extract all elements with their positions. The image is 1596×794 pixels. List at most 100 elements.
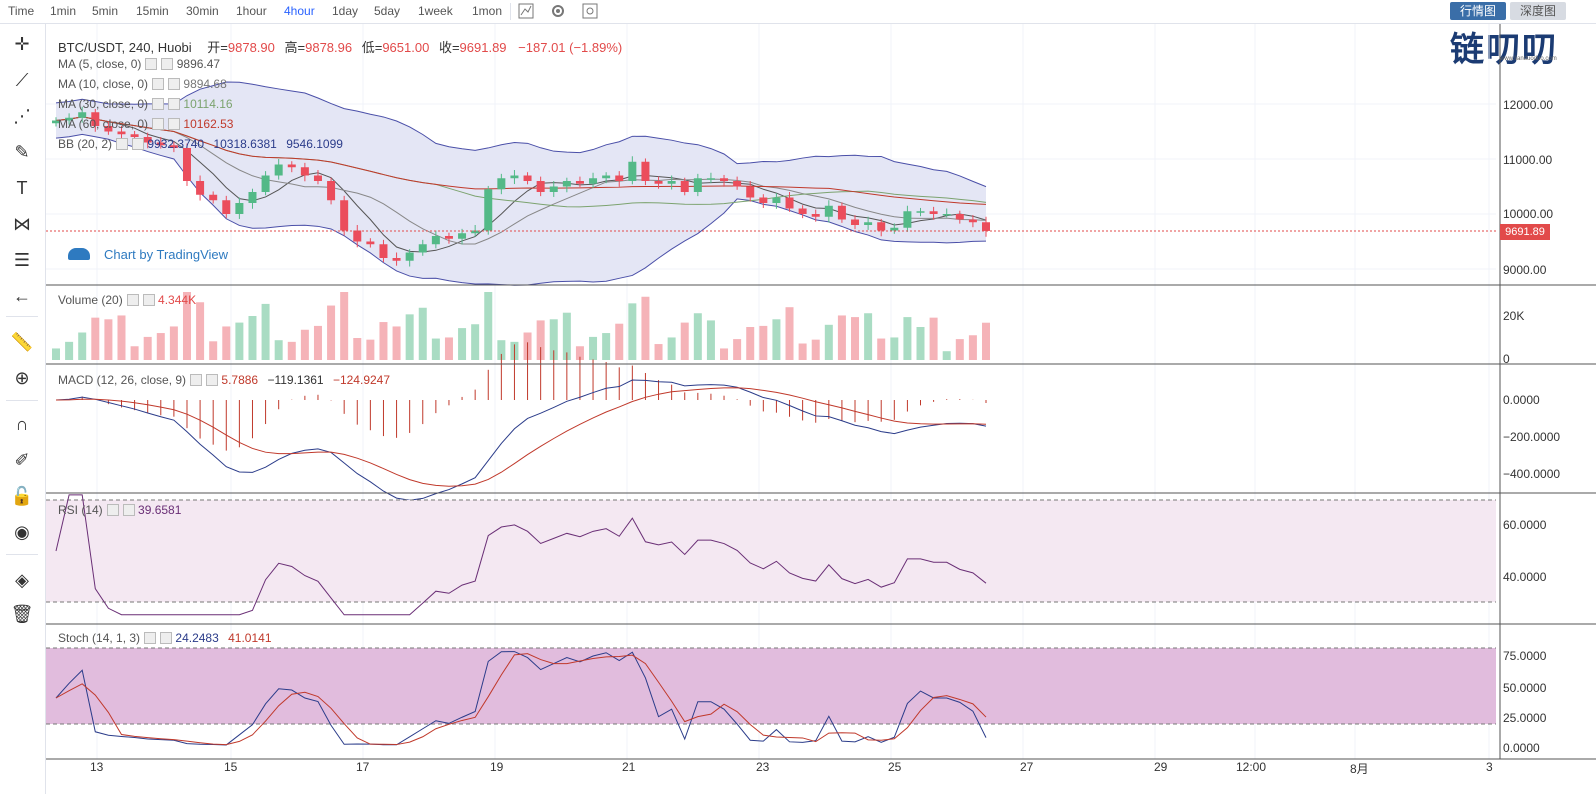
volume-bar <box>484 292 493 360</box>
trash-icon[interactable]: 🗑 <box>10 604 34 624</box>
timeframe-1mon[interactable]: 1mon <box>472 4 503 18</box>
chart-canvas[interactable] <box>46 24 1596 794</box>
change-value: −187.01 (−1.89%) <box>518 40 623 55</box>
timeframe-4hour[interactable]: 4hour <box>284 4 315 18</box>
depth-chart-button[interactable]: 深度图 <box>1510 2 1566 20</box>
ma5-legend: MA (5, close, 0) 9896.47 <box>58 57 220 71</box>
remove-indicator[interactable] <box>168 98 181 110</box>
macd-label[interactable]: MACD (12, 26, close, 9) <box>58 373 187 387</box>
visibility-toggle[interactable] <box>152 98 165 110</box>
volume-bar <box>209 341 218 360</box>
stoch-band <box>46 648 1496 724</box>
measure-levels-icon[interactable]: ☰ <box>13 250 31 270</box>
remove-indicator[interactable] <box>168 118 181 130</box>
remove-indicator[interactable] <box>122 504 135 516</box>
unlock-icon[interactable]: 🔓 <box>10 486 34 506</box>
low-label: 低= <box>361 40 383 55</box>
timeframe-1hour[interactable]: 1hour <box>236 4 267 18</box>
candle-body <box>968 219 977 223</box>
volume-bar <box>235 322 244 360</box>
candle-body <box>916 211 925 213</box>
remove-indicator[interactable] <box>206 374 219 386</box>
stoch-axis-label: 0.0000 <box>1503 741 1540 755</box>
candlesticks <box>46 106 1496 267</box>
remove-indicator[interactable] <box>168 78 181 90</box>
remove-indicator[interactable] <box>142 294 155 306</box>
ma60-label[interactable]: MA (60, close, 0) <box>58 117 149 131</box>
ma10-label[interactable]: MA (10, close, 0) <box>58 77 149 91</box>
volume-bar <box>418 307 427 360</box>
timeframe-5day[interactable]: 5day <box>374 4 401 18</box>
layers-icon[interactable]: ◈ <box>15 570 29 590</box>
candle-body <box>182 148 191 181</box>
visibility-toggle[interactable] <box>190 374 203 386</box>
volume-bar <box>392 326 401 360</box>
text-tool-icon[interactable]: T <box>16 178 28 198</box>
visibility-toggle[interactable] <box>144 632 157 644</box>
trendline-icon[interactable]: ⟋ <box>15 70 29 90</box>
open-value: 9878.90 <box>227 40 275 55</box>
visibility-toggle[interactable] <box>126 294 139 306</box>
ma-line <box>55 116 987 245</box>
remove-indicator[interactable] <box>161 58 174 70</box>
crosshair-icon[interactable]: ✛ <box>14 34 30 54</box>
ma30-label[interactable]: MA (30, close, 0) <box>58 97 149 111</box>
fib-tool-icon[interactable]: ⋰ <box>13 106 31 126</box>
bb-legend: BB (20, 2) 9932.3740 10318.6381 9546.109… <box>58 137 343 151</box>
zoom-in-icon[interactable]: ⊕ <box>14 368 30 388</box>
candle-body <box>903 211 912 228</box>
candle-body <box>654 181 663 184</box>
visibility-toggle[interactable] <box>106 504 119 516</box>
symbol-label[interactable]: BTC/USDT, 240, Huobi <box>58 40 192 55</box>
candle-body <box>52 120 60 124</box>
remove-indicator[interactable] <box>132 138 145 150</box>
timeframe-time[interactable]: Time <box>8 4 35 18</box>
rsi-label[interactable]: RSI (14) <box>58 503 103 517</box>
volume-bar <box>340 292 349 360</box>
time-axis-label: 15 <box>224 760 238 774</box>
visibility-toggle[interactable] <box>152 78 165 90</box>
candle-body <box>982 222 990 231</box>
quote-chart-button[interactable]: 行情图 <box>1450 2 1506 20</box>
screenshot-camera-icon[interactable] <box>582 3 598 19</box>
eye-icon[interactable]: ◉ <box>14 522 30 542</box>
back-arrow-icon[interactable]: ← <box>13 286 31 306</box>
pattern-tool-icon[interactable]: ⋈ <box>13 214 31 234</box>
low-value: 9651.00 <box>382 40 430 55</box>
volume-bar <box>877 338 886 360</box>
time-axis-label: 21 <box>622 760 636 774</box>
bb-fill <box>56 81 986 286</box>
volume-label[interactable]: Volume (20) <box>58 293 123 307</box>
tradingview-logo[interactable]: Chart by TradingView <box>68 247 228 262</box>
ma5-label[interactable]: MA (5, close, 0) <box>58 57 142 71</box>
indicator-icon[interactable] <box>518 3 534 19</box>
candle-body <box>497 178 506 190</box>
stoch-label[interactable]: Stoch (14, 1, 3) <box>58 631 141 645</box>
timeframe-30min[interactable]: 30min <box>186 4 219 18</box>
timeframe-1min[interactable]: 1min <box>50 4 77 18</box>
timeframe-5min[interactable]: 5min <box>92 4 119 18</box>
remove-indicator[interactable] <box>160 632 173 644</box>
bb-label[interactable]: BB (20, 2) <box>58 137 113 151</box>
settings-gear-icon[interactable] <box>550 3 566 19</box>
stoch-pane <box>46 647 1496 746</box>
toolbar-divider <box>510 3 511 20</box>
lock-drawing-icon[interactable]: ✐ <box>14 450 30 470</box>
stoch-k-value: 24.2483 <box>175 631 219 645</box>
visibility-toggle[interactable] <box>145 58 158 70</box>
visibility-toggle[interactable] <box>116 138 129 150</box>
time-axis-label: 23 <box>756 760 770 774</box>
ruler-icon[interactable]: 📏 <box>10 332 34 352</box>
visibility-toggle[interactable] <box>152 118 165 130</box>
brush-icon[interactable]: ✎ <box>14 142 30 162</box>
timeframe-1day[interactable]: 1day <box>332 4 359 18</box>
magnet-icon[interactable]: ∩ <box>15 414 29 434</box>
rsi-legend: RSI (14) 39.6581 <box>58 503 181 517</box>
ma30-value: 10114.16 <box>183 97 233 111</box>
candle-body <box>431 236 440 245</box>
volume-bar <box>942 351 951 360</box>
macd-line-value: −119.1361 <box>267 373 324 387</box>
candle-body <box>274 164 283 176</box>
timeframe-1week[interactable]: 1week <box>418 4 453 18</box>
timeframe-15min[interactable]: 15min <box>136 4 169 18</box>
